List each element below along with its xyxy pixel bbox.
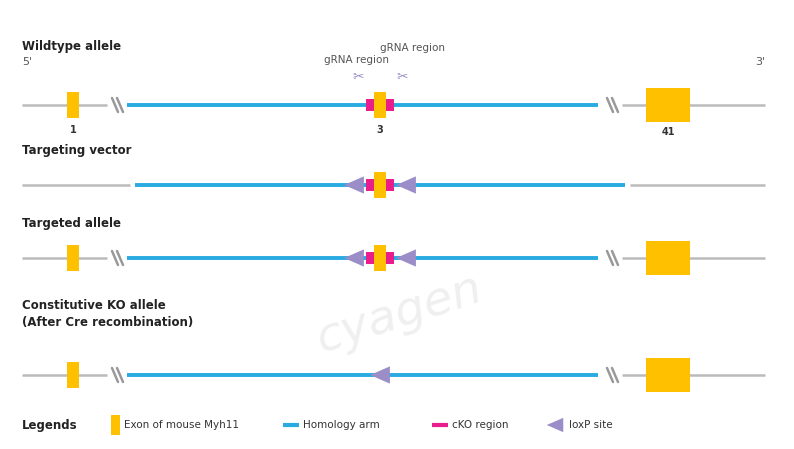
Bar bbox=[374, 245, 386, 271]
Text: Homology arm: Homology arm bbox=[303, 420, 380, 430]
Text: 41: 41 bbox=[661, 127, 675, 137]
Polygon shape bbox=[370, 366, 390, 383]
Bar bbox=[366, 252, 394, 264]
Polygon shape bbox=[344, 249, 364, 267]
Text: Wildtype allele: Wildtype allele bbox=[22, 40, 121, 53]
Bar bbox=[67, 245, 79, 271]
Polygon shape bbox=[344, 176, 364, 194]
Polygon shape bbox=[547, 418, 563, 432]
Bar bbox=[646, 241, 690, 275]
Text: Exon of mouse Myh11: Exon of mouse Myh11 bbox=[124, 420, 239, 430]
Bar bbox=[374, 92, 386, 118]
Text: Targeting vector: Targeting vector bbox=[22, 144, 132, 157]
Bar bbox=[67, 92, 79, 118]
Bar bbox=[646, 88, 690, 122]
Text: gRNA region: gRNA region bbox=[323, 55, 388, 65]
Text: Constitutive KO allele
(After Cre recombination): Constitutive KO allele (After Cre recomb… bbox=[22, 299, 193, 329]
Bar bbox=[67, 362, 79, 388]
Text: gRNA region: gRNA region bbox=[380, 43, 445, 53]
Text: 3: 3 bbox=[376, 125, 384, 135]
Text: 1: 1 bbox=[70, 125, 76, 135]
Text: loxP site: loxP site bbox=[569, 420, 613, 430]
Bar bbox=[374, 172, 386, 198]
Bar bbox=[646, 358, 690, 392]
Text: 3': 3' bbox=[755, 57, 765, 67]
Polygon shape bbox=[396, 249, 416, 267]
Text: 5': 5' bbox=[22, 57, 32, 67]
Bar bbox=[366, 99, 394, 111]
Bar bbox=[110, 415, 120, 435]
Text: Targeted allele: Targeted allele bbox=[22, 217, 121, 230]
Text: cKO region: cKO region bbox=[452, 420, 508, 430]
Polygon shape bbox=[396, 176, 416, 194]
Text: Legends: Legends bbox=[22, 418, 78, 431]
Text: ✂: ✂ bbox=[353, 70, 364, 84]
Bar bbox=[366, 179, 394, 191]
Text: ✂: ✂ bbox=[396, 70, 408, 84]
Text: cyagen: cyagen bbox=[311, 266, 489, 362]
